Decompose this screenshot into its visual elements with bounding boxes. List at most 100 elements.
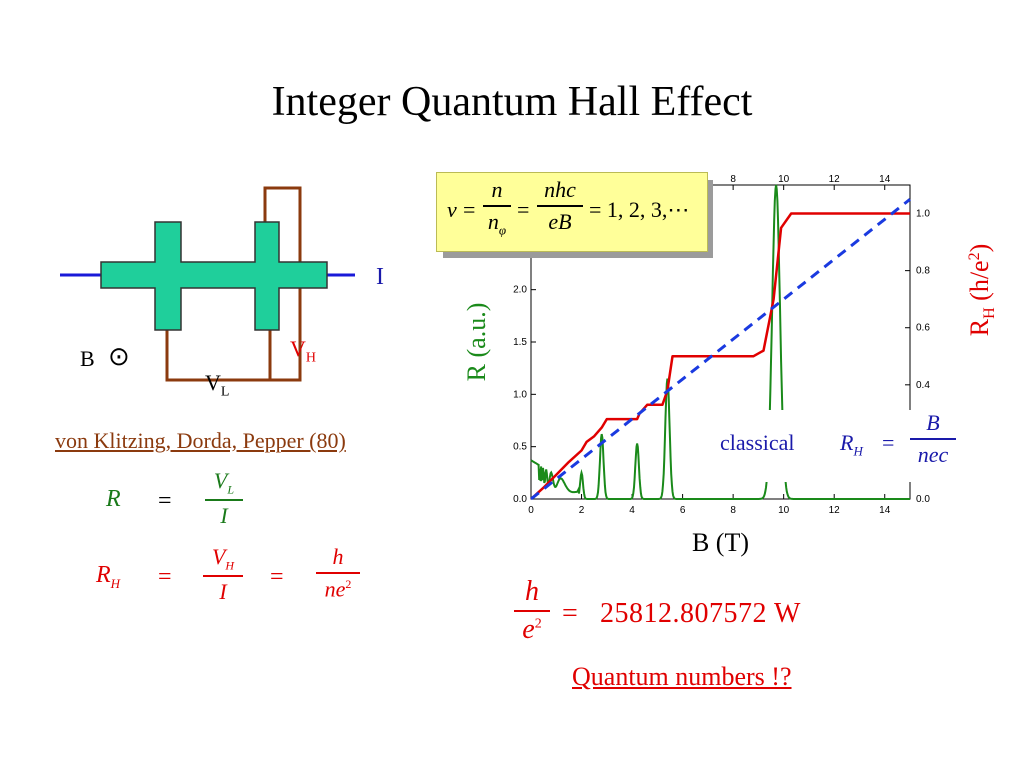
rh-lhs: RH [96,562,120,592]
i-den-2: I [219,578,227,604]
rxx-curve [530,184,910,500]
quantum-e-main: e [522,613,535,645]
classical-lhs: RH [840,430,863,459]
x-tick-label: 6 [680,505,686,516]
nhc-over-eb: nhc eB [537,179,583,233]
y-right-main: R [965,318,994,336]
n-over-nphi: n nφ [483,179,511,236]
x-tick-label: 4 [629,505,635,516]
x-tick-label: 8 [730,505,736,516]
vl-lead [165,330,269,382]
hall-chart: 0246810121481012140.00.51.01.52.02.50.00… [462,174,995,557]
ne2-main: ne [324,575,346,601]
h-num: h [332,544,344,569]
n-num: n [491,177,503,202]
classical-lhs-sub: H [853,443,863,459]
fraction-bar [514,610,550,612]
fraction-bar [537,205,583,207]
nec-den: nec [917,441,949,467]
eb-den: eB [548,208,572,234]
y-left-tick-label: 1.0 [513,389,527,400]
nhc-num: nhc [544,177,576,202]
nu-equation-box: ν = n nφ = nhc eB = 1, 2, 3,⋯ [436,172,708,252]
y-right-tick-label: 1.0 [916,209,930,220]
nu-eq2: = [517,197,530,222]
quantum-e-exp: 2 [534,616,542,632]
nu-eq1: = [463,197,476,222]
i-den: I [220,502,228,528]
vh-label: VH [290,336,316,366]
x-tick-label: 14 [879,505,891,516]
y-right-sub: H [981,307,995,319]
quantum-value: 25812.807572 W [600,598,801,629]
classical-lhs-main: R [840,430,854,455]
n-den-main: n [487,208,499,234]
vh-num: VH [203,544,243,573]
x-tick-label: 0 [528,505,534,516]
nu-tail: = 1, 2, 3,⋯ [589,197,690,222]
field-out-of-page-icon: ⊙ [108,342,130,372]
x-tick-label: 2 [579,505,585,516]
vl-main: V [205,370,221,395]
current-label: I [376,264,384,290]
x-axis-label: B (T) [692,528,749,557]
n-den-sub: φ [498,221,507,237]
x-tick-label: 10 [778,505,790,516]
b-over-nec: B nec [910,412,956,466]
field-label: B [80,346,95,371]
classical-formula-bg [712,410,962,482]
y-right-axis-label: RH (h/e2) [965,244,995,337]
vh-over-i: VH I [203,546,243,603]
rh-equals-2: = [270,564,284,590]
fraction-bar [316,572,360,574]
vl-over-i: VL I [205,470,243,527]
x-top-tick-label: 8 [730,174,736,185]
fraction-bar [910,438,956,440]
hall-bar-diagram [60,186,355,382]
hall-bar [100,221,328,331]
vl-num-main: V [213,468,228,493]
vl-num: VL [205,468,243,497]
quantum-numbers-link[interactable]: Quantum numbers !? [572,662,792,691]
ne2-den: ne2 [316,575,360,601]
classical-eq: = [882,430,895,455]
reference-link[interactable]: von Klitzing, Dorda, Pepper (80) [55,428,346,453]
vh-num-main: V [211,544,226,569]
y-left-tick-label: 2.0 [513,285,527,296]
nu-symbol: ν [447,197,457,222]
y-left-tick-label: 1.5 [513,337,527,348]
vh-main: V [290,336,306,361]
vh-num-sub: H [225,558,235,573]
x-top-tick-label: 10 [778,174,790,185]
fraction-bar [205,499,243,501]
y-right-tick-label: 0.4 [916,380,930,391]
y-right-tail: (h/e [965,260,994,307]
r-lhs: R [106,486,121,512]
quantum-e: e2 [514,613,550,645]
x-top-tick-label: 12 [829,174,841,185]
y-right-tick-label: 0.6 [916,323,930,334]
rh-lhs-sub: H [110,575,121,591]
classical-line [530,198,911,501]
y-right-exp: 2 [966,252,983,260]
y-right-close: ) [965,244,994,253]
y-left-tick-label: 0.0 [513,494,527,505]
h-over-e2: h e2 [514,578,550,644]
rh-lhs-main: R [96,562,111,588]
quantum-eq: = [562,598,578,629]
vl-label: VL [205,370,229,400]
x-top-tick-label: 14 [879,174,891,185]
fraction-bar [483,205,511,207]
vl-num-sub: L [227,482,235,497]
classical-label: classical [720,430,795,455]
quantum-h: h [525,576,539,607]
h-over-ne2: h ne2 [316,546,360,600]
vl-sub: L [220,384,230,400]
y-left-axis-label: R (a.u.) [462,303,491,382]
x-tick-label: 12 [829,505,841,516]
rh-equals-1: = [158,564,172,590]
r-equals: = [158,488,172,514]
b-num: B [926,410,940,435]
y-left-tick-label: 0.5 [513,442,527,453]
fraction-bar [203,575,243,577]
